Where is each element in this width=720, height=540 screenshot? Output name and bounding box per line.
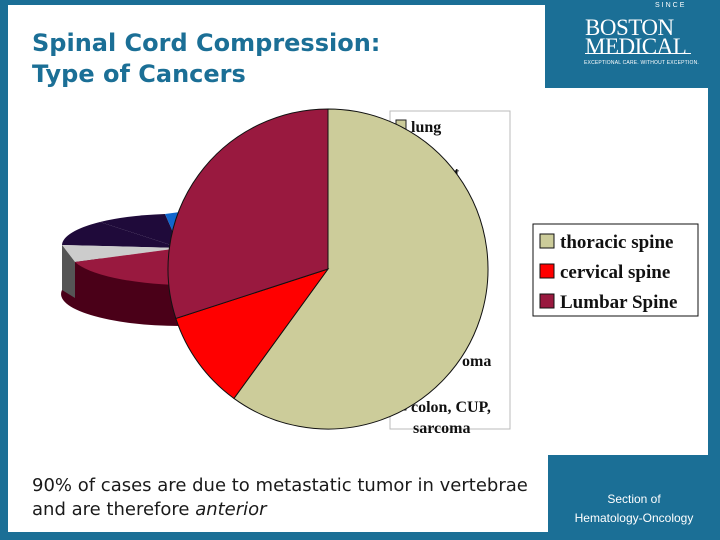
legend-box — [532, 223, 699, 317]
footer-line-1: Section of — [607, 492, 661, 506]
slide-title: Spinal Cord Compression: Type of Cancers — [32, 28, 532, 90]
behind-label-lung: lung — [411, 119, 441, 136]
logo-rule — [585, 53, 691, 54]
pie-slice-lumbar-spine — [167, 108, 329, 320]
behind-label-oma: oma — [462, 353, 491, 370]
legend-label-thoracic-spine: thoracic spine — [560, 232, 673, 253]
bg-pie-top-gray — [62, 245, 180, 262]
footer-section-label: Section of Hematology-Oncology — [555, 490, 713, 528]
legend-label-lumbar-spine: Lumbar Spine — [560, 292, 677, 313]
frame-bottom — [0, 532, 720, 540]
chart-legend: thoracic spine cervical spine Lumbar Spine — [532, 223, 699, 317]
legend-items: thoracic spine cervical spine Lumbar Spine — [539, 232, 677, 313]
legend-label-cervical-spine: cervical spine — [560, 262, 670, 283]
bg-pie-top-navy-2 — [100, 214, 180, 248]
frame-top — [0, 0, 720, 5]
logo-line-2: MEDICAL — [585, 34, 687, 59]
body-text-main: 90% of cases are due to metastatic tumor… — [32, 475, 528, 520]
behind-label-colon: colon, CUP, — [411, 399, 491, 416]
title-line-2: Type of Cancers — [32, 60, 246, 88]
boston-medical-logo: BOSTON MEDICAL — [585, 15, 710, 59]
legend-swatch-lumbar-spine — [539, 293, 555, 309]
frame-right — [708, 0, 720, 540]
footer-line-2: Hematology-Oncology — [574, 511, 694, 525]
body-text-emphasis: anterior — [195, 499, 267, 520]
bg-pie-top-navy — [62, 222, 180, 248]
title-line-1: Spinal Cord Compression: — [32, 29, 381, 57]
logo-arc-text: SINCE — [655, 2, 687, 9]
behind-label-t: t — [454, 165, 460, 182]
footer-panel — [548, 455, 720, 540]
legend-swatch-cervical-spine — [539, 263, 555, 279]
pie-slice-thoracic-spine — [233, 108, 489, 430]
legend-swatch-thoracic-spine — [539, 233, 555, 249]
pie-slices — [167, 108, 489, 430]
logo-line-1: BOSTON — [585, 15, 674, 40]
pie-slice-cervical-spine — [175, 268, 330, 400]
frame-left — [0, 0, 8, 540]
behind-label-sarcoma: sarcoma — [413, 420, 470, 437]
body-text: 90% of cases are due to metastatic tumor… — [32, 474, 552, 522]
logo-tagline: EXCEPTIONAL CARE. WITHOUT EXCEPTION. — [584, 60, 699, 66]
bg-pie-side-gray — [62, 245, 75, 298]
logo-panel — [545, 0, 720, 88]
